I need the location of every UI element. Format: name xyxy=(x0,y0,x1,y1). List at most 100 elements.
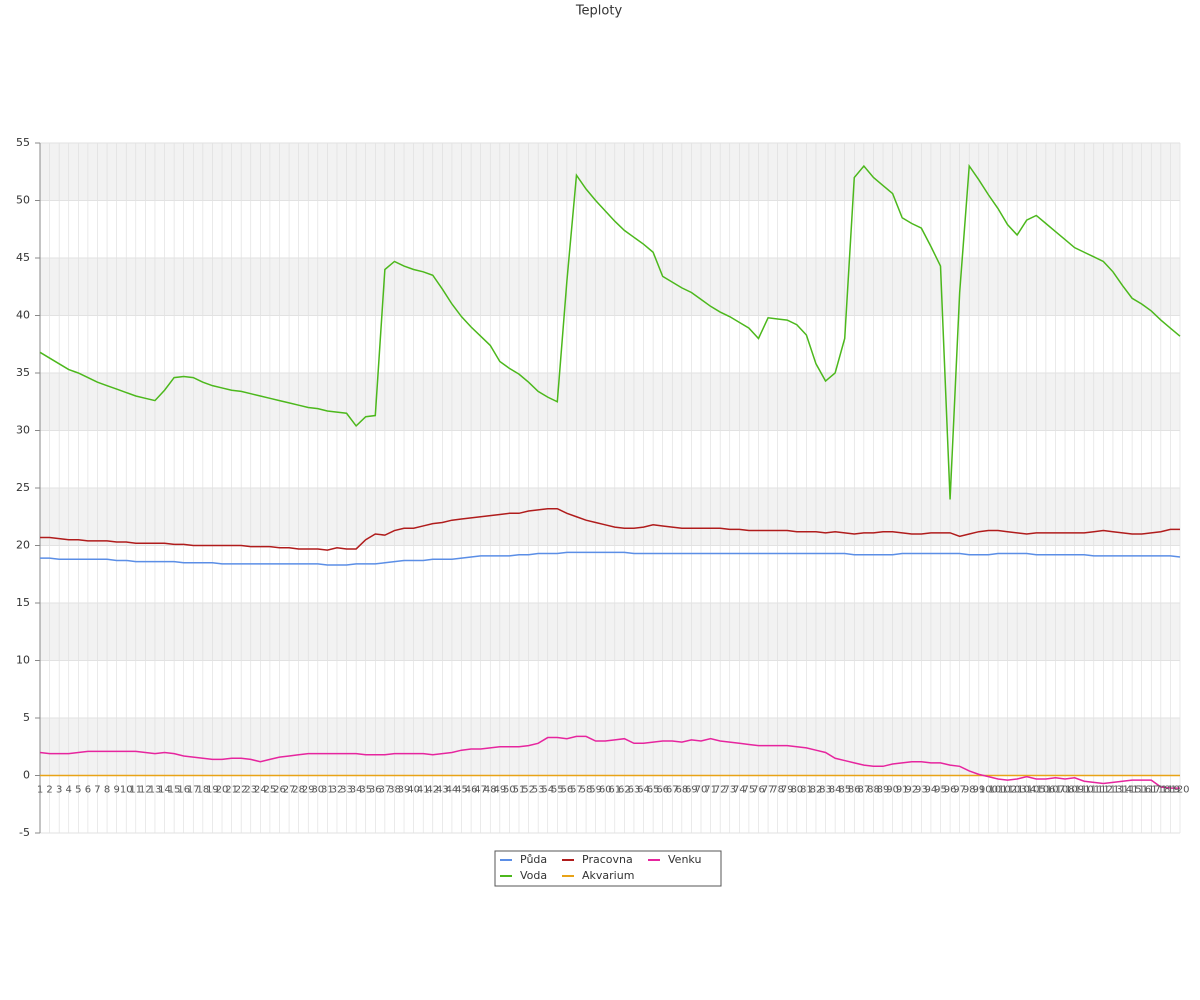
x-tick-label: 106 xyxy=(1036,785,1055,796)
x-tick-label: 60 xyxy=(599,785,612,796)
x-tick-label: 18 xyxy=(196,785,209,796)
x-tick-label: 3 xyxy=(56,785,62,796)
grid-band xyxy=(40,718,1180,776)
x-tick-label: 74 xyxy=(733,785,746,796)
x-tick-label: 69 xyxy=(685,785,698,796)
x-tick-label: 41 xyxy=(417,785,430,796)
x-tick-label: 35 xyxy=(359,785,372,796)
x-tick-label: 45 xyxy=(455,785,468,796)
x-tick-label: 38 xyxy=(388,785,401,796)
x-tick-label: 56 xyxy=(561,785,574,796)
lines xyxy=(39,163,1181,789)
x-tick-label: 16 xyxy=(177,785,190,796)
x-tick-label: 104 xyxy=(1017,785,1036,796)
x-tick-label: 13 xyxy=(149,785,162,796)
x-tick-label: 63 xyxy=(628,785,641,796)
legend-box xyxy=(494,850,722,887)
x-tick-label: 59 xyxy=(589,785,602,796)
x-tick-label: 92 xyxy=(905,785,918,796)
x-tick-label: 5 xyxy=(75,785,81,796)
x-tick-label: 120 xyxy=(1170,785,1189,796)
y-tick-label: -5 xyxy=(19,826,30,839)
x-tick-label: 1 xyxy=(37,785,43,796)
y-tick-label: 15 xyxy=(16,596,30,609)
x-tick-label: 79 xyxy=(781,785,794,796)
legend: Půda Voda Pracovna Akvarium Venku xyxy=(494,850,722,887)
x-tick-label: 9 xyxy=(113,785,119,796)
x-tick-label: 102 xyxy=(998,785,1017,796)
chart-title: Teploty xyxy=(575,4,623,19)
x-tick-label: 25 xyxy=(264,785,277,796)
x-tick-label: 107 xyxy=(1046,785,1065,796)
x-tick-label: 33 xyxy=(340,785,353,796)
series-line xyxy=(39,163,1181,500)
x-tick-label: 70 xyxy=(695,785,708,796)
x-tick-label: 88 xyxy=(867,785,880,796)
y-tick-label: 55 xyxy=(16,136,30,149)
x-tick-label: 114 xyxy=(1113,785,1132,796)
x-tick-label: 72 xyxy=(714,785,727,796)
grid-band xyxy=(40,373,1180,431)
x-tick-label: 95 xyxy=(934,785,947,796)
x-tick-label: 23 xyxy=(244,785,257,796)
x-tick-label: 84 xyxy=(829,785,842,796)
x-tick-label: 43 xyxy=(436,785,449,796)
x-tick-label: 34 xyxy=(350,785,363,796)
x-tick-label: 15 xyxy=(168,785,181,796)
x-tick-label: 6 xyxy=(85,785,91,796)
x-tick-label: 7 xyxy=(94,785,100,796)
y-tick-label: 45 xyxy=(16,251,30,264)
x-tick-label: 12 xyxy=(139,785,152,796)
x-tick-label: 67 xyxy=(666,785,679,796)
x-tick-label: 108 xyxy=(1055,785,1074,796)
legend-label: Voda xyxy=(520,869,547,882)
x-tick-label: 115 xyxy=(1123,785,1142,796)
x-tick-label: 58 xyxy=(580,785,593,796)
x-tick-label: 86 xyxy=(848,785,861,796)
x-tick-label: 62 xyxy=(618,785,631,796)
x-tick-label: 75 xyxy=(743,785,756,796)
x-tick-label: 91 xyxy=(896,785,909,796)
x-tick-label: 64 xyxy=(637,785,650,796)
x-tick-label: 112 xyxy=(1094,785,1113,796)
legend-label: Půda xyxy=(520,853,547,866)
x-tick-label: 99 xyxy=(972,785,985,796)
x-tick-label: 32 xyxy=(331,785,344,796)
x-tick-label: 113 xyxy=(1103,785,1122,796)
y-tick-label: 25 xyxy=(16,481,30,494)
x-tick-label: 110 xyxy=(1075,785,1094,796)
x-tick-label: 47 xyxy=(474,785,487,796)
x-tick-label: 78 xyxy=(771,785,784,796)
x-tick-label: 10 xyxy=(120,785,133,796)
x-tick-label: 26 xyxy=(273,785,286,796)
x-tick-label: 50 xyxy=(503,785,516,796)
x-tick-label: 44 xyxy=(446,785,459,796)
x-tick-label: 65 xyxy=(647,785,660,796)
grid-band xyxy=(40,488,1180,546)
x-tick-label: 37 xyxy=(379,785,392,796)
y-tick-label: 10 xyxy=(16,654,30,667)
x-tick-label: 30 xyxy=(311,785,324,796)
y-tick-label: 30 xyxy=(16,424,30,437)
x-tick-label: 40 xyxy=(407,785,420,796)
x-tick-label: 21 xyxy=(225,785,238,796)
x-tick-label: 39 xyxy=(398,785,411,796)
x-tick-label: 53 xyxy=(532,785,545,796)
x-tick-label: 98 xyxy=(963,785,976,796)
series-line xyxy=(40,507,1180,551)
x-tick-label: 103 xyxy=(1008,785,1027,796)
x-tick-label: 61 xyxy=(608,785,621,796)
x-tick-label: 52 xyxy=(522,785,535,796)
x-tick-label: 48 xyxy=(484,785,497,796)
x-tick-label: 118 xyxy=(1151,785,1170,796)
y-tick-label: 35 xyxy=(16,366,30,379)
x-tick-label: 27 xyxy=(283,785,296,796)
x-tick-label: 76 xyxy=(752,785,765,796)
x-tick-label: 51 xyxy=(513,785,526,796)
x-tick-label: 111 xyxy=(1084,785,1103,796)
y-tick-label: 20 xyxy=(16,539,30,552)
legend-label: Venku xyxy=(668,853,701,866)
